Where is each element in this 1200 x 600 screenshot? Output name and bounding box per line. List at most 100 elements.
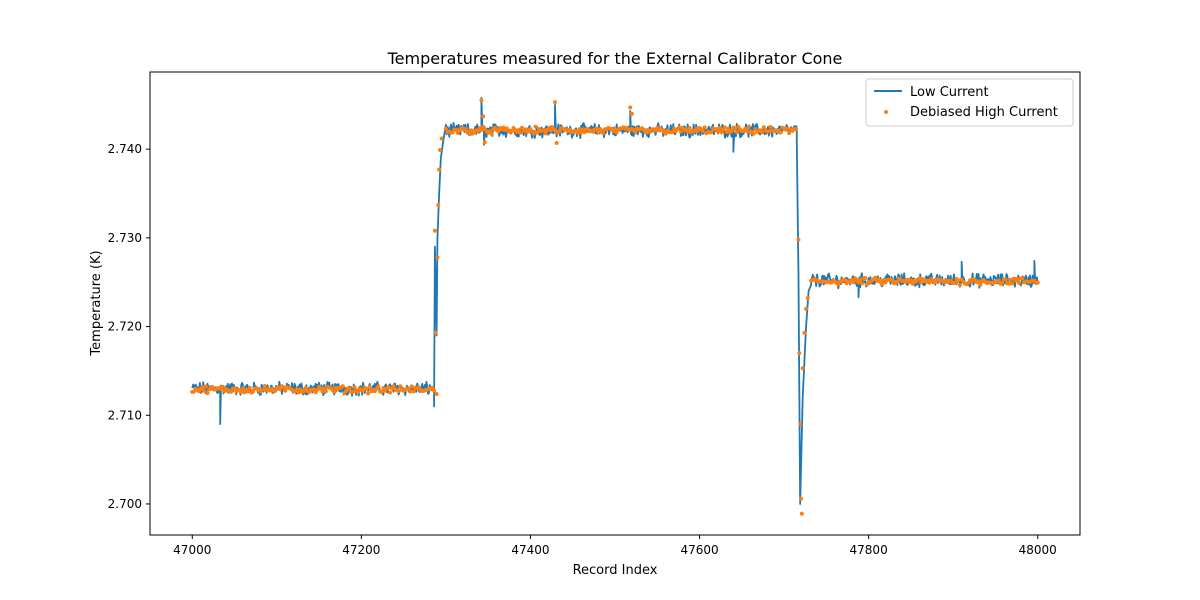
high-current-point xyxy=(367,385,372,390)
high-current-point xyxy=(702,125,707,130)
high-current-point xyxy=(663,131,668,136)
high-current-point xyxy=(733,126,738,131)
high-current-point xyxy=(552,100,557,105)
y-tick-label: 2.730 xyxy=(108,231,142,245)
high-current-point xyxy=(295,387,300,392)
high-current-point xyxy=(1003,277,1008,282)
high-current-point xyxy=(956,278,961,283)
high-current-point xyxy=(799,496,803,501)
high-current-point xyxy=(379,389,384,394)
high-current-point xyxy=(467,132,472,137)
high-current-point xyxy=(262,384,267,389)
high-current-point xyxy=(202,388,207,393)
high-current-point xyxy=(1008,277,1013,282)
high-current-point xyxy=(241,386,245,391)
x-tick-label: 47800 xyxy=(850,543,888,557)
high-current-point xyxy=(793,126,798,131)
high-current-point xyxy=(366,391,371,396)
high-current-point xyxy=(746,125,751,129)
high-current-point xyxy=(432,228,437,233)
high-current-point xyxy=(479,98,484,103)
high-current-point xyxy=(437,167,442,172)
high-current-point xyxy=(798,422,803,427)
high-current-point xyxy=(352,385,357,390)
high-current-point xyxy=(628,105,633,110)
high-current-point xyxy=(910,281,915,286)
high-current-point xyxy=(232,386,237,391)
high-current-point xyxy=(435,255,440,260)
high-current-point xyxy=(1000,281,1005,286)
high-current-point xyxy=(396,389,401,394)
x-axis-label: Record Index xyxy=(573,563,658,578)
high-current-point xyxy=(388,390,393,395)
high-current-point xyxy=(450,130,455,135)
high-current-point xyxy=(509,129,514,134)
high-current-point xyxy=(531,131,536,136)
high-current-point xyxy=(408,389,413,394)
high-current-point xyxy=(717,125,722,130)
high-current-point xyxy=(579,130,584,135)
legend-label-debiased-high-current: Debiased High Current xyxy=(910,105,1058,120)
high-current-point xyxy=(479,127,484,132)
high-current-point xyxy=(533,124,538,129)
high-current-point xyxy=(376,384,381,389)
high-current-point xyxy=(957,282,962,287)
high-current-point xyxy=(594,126,599,131)
high-current-point xyxy=(729,129,734,134)
high-current-point xyxy=(489,131,494,136)
high-current-point xyxy=(766,129,771,134)
high-current-point xyxy=(687,125,692,130)
high-current-point xyxy=(1006,281,1011,286)
high-current-point xyxy=(364,386,369,391)
x-tick-label: 47000 xyxy=(173,543,211,557)
series-debiased-high-current xyxy=(190,98,1040,516)
high-current-point xyxy=(800,366,805,371)
high-current-point xyxy=(678,129,683,134)
high-current-point xyxy=(433,330,438,335)
y-tick-label: 2.740 xyxy=(108,142,142,156)
high-current-point xyxy=(246,389,251,394)
high-current-point xyxy=(557,129,562,134)
high-current-point xyxy=(332,389,337,394)
high-current-point xyxy=(1020,276,1025,281)
high-current-point xyxy=(350,389,355,394)
high-current-point xyxy=(1015,277,1020,282)
high-current-point xyxy=(785,126,790,131)
high-current-point xyxy=(751,131,756,136)
high-current-point xyxy=(541,127,546,132)
high-current-point xyxy=(283,388,288,393)
high-current-point xyxy=(347,386,352,391)
high-current-point xyxy=(799,511,804,516)
high-current-point xyxy=(239,389,244,394)
high-current-point xyxy=(726,126,731,131)
high-current-point xyxy=(787,131,792,136)
y-axis: 2.700 2.710 2.720 2.730 2.740 xyxy=(108,142,150,511)
legend-label-low-current: Low Current xyxy=(910,85,989,100)
high-current-point xyxy=(768,125,773,130)
high-current-point xyxy=(859,281,864,286)
high-current-point xyxy=(724,129,729,134)
high-current-point xyxy=(863,275,868,280)
high-current-point xyxy=(842,277,847,282)
high-current-point xyxy=(261,387,266,392)
high-current-point xyxy=(340,384,345,389)
high-current-point xyxy=(796,237,801,242)
high-current-point xyxy=(251,389,256,394)
chart-title: Temperatures measured for the External C… xyxy=(387,49,843,68)
high-current-point xyxy=(575,130,580,135)
high-current-point xyxy=(670,130,675,135)
high-current-point xyxy=(398,384,403,389)
high-current-point xyxy=(1010,281,1015,286)
high-current-point xyxy=(778,130,783,135)
high-current-point xyxy=(613,127,617,132)
high-current-point xyxy=(454,127,459,132)
high-current-point xyxy=(873,275,878,280)
high-current-point xyxy=(976,279,981,284)
x-tick-label: 48000 xyxy=(1019,543,1057,557)
high-current-point xyxy=(455,130,460,135)
legend: Low Current Debiased High Current xyxy=(865,78,1074,127)
high-current-point xyxy=(577,127,582,132)
high-current-point xyxy=(633,130,638,135)
high-current-point xyxy=(1017,280,1022,285)
